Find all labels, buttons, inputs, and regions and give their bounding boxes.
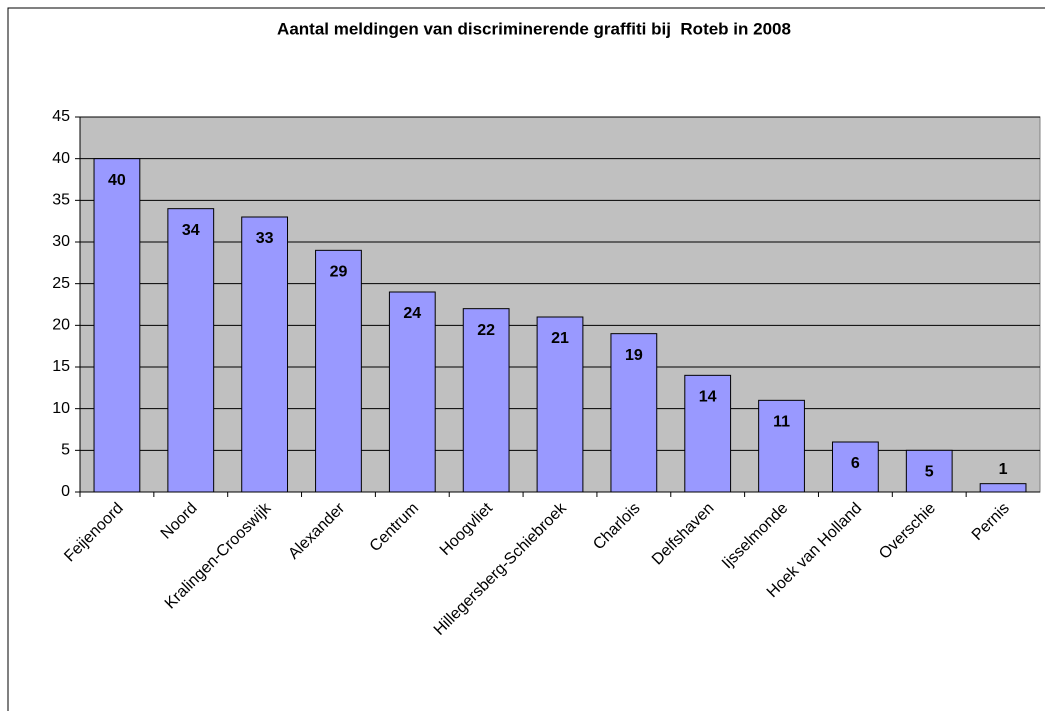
chart-title: Aantal meldingen van discriminerende gra… (277, 19, 791, 38)
y-tick-label: 10 (52, 400, 70, 417)
bar (241, 216, 289, 493)
bar (93, 158, 141, 493)
bar (831, 441, 879, 493)
data-label: 19 (625, 347, 643, 364)
y-tick-label: 15 (52, 358, 70, 375)
data-label: 11 (773, 414, 790, 431)
bar (315, 249, 362, 493)
bar (979, 483, 1027, 493)
y-tick-label: 20 (52, 317, 70, 334)
data-label: 6 (851, 455, 860, 472)
bar (684, 374, 732, 493)
data-label: 29 (330, 264, 348, 281)
y-tick-label: 45 (52, 108, 70, 125)
y-tick-label: 30 (52, 233, 70, 250)
y-tick-label: 25 (52, 275, 70, 292)
data-label: 21 (551, 330, 569, 347)
y-tick-label: 5 (61, 442, 70, 459)
bar (905, 449, 953, 493)
bar (610, 333, 658, 493)
y-tick-label: 40 (52, 150, 70, 167)
data-label: 33 (256, 230, 274, 247)
y-tick-label: 35 (52, 192, 70, 209)
bar (536, 316, 584, 493)
y-tick-label: 0 (61, 483, 70, 500)
data-label: 22 (477, 322, 495, 339)
data-label: 1 (999, 461, 1008, 478)
data-label: 40 (108, 172, 126, 189)
bar (388, 291, 436, 493)
bar (462, 308, 510, 493)
data-label: 14 (699, 389, 717, 406)
bar (758, 399, 805, 493)
data-label: 5 (925, 464, 934, 481)
data-label: 34 (182, 222, 200, 239)
bar (167, 208, 215, 493)
data-label: 24 (403, 305, 421, 322)
